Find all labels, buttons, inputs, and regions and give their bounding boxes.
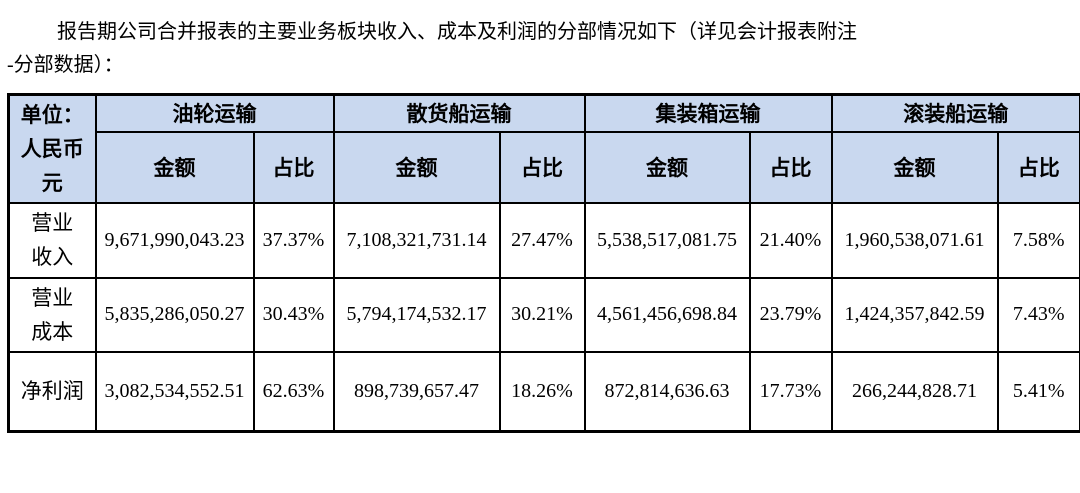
- revenue-container-ratio-cell: 21.40%: [750, 203, 832, 278]
- subheader-container-ratio: 占比: [750, 132, 832, 203]
- subheader-bulk-amount: 金额: [334, 132, 500, 203]
- group-header-roro: 滚装船运输: [832, 95, 1080, 132]
- subheader-roro-ratio: 占比: [998, 132, 1080, 203]
- group-header-oil-tanker: 油轮运输: [96, 95, 334, 132]
- netprofit-oil-ratio-cell: 62.63%: [254, 352, 334, 432]
- netprofit-bulk-amount-cell: 898,739,657.47: [334, 352, 500, 432]
- netprofit-roro-ratio-cell: 5.41%: [998, 352, 1080, 432]
- cost-container-amount-cell: 4,561,456,698.84: [585, 278, 750, 352]
- table-header-group-row: 单位： 人民币 元 油轮运输 散货船运输 集装箱运输 滚装船运输: [9, 95, 1080, 132]
- revenue-roro-ratio-cell: 7.58%: [998, 203, 1080, 278]
- netprofit-bulk-ratio-cell: 18.26%: [500, 352, 585, 432]
- cost-roro-ratio-cell: 7.43%: [998, 278, 1080, 352]
- revenue-oil-ratio-cell: 37.37%: [254, 203, 334, 278]
- revenue-oil-amount-cell: 9,671,990,043.23: [96, 203, 254, 278]
- revenue-bulk-ratio-cell: 27.47%: [500, 203, 585, 278]
- cost-bulk-ratio-cell: 30.21%: [500, 278, 585, 352]
- subheader-bulk-ratio: 占比: [500, 132, 585, 203]
- netprofit-container-amount-cell: 872,814,636.63: [585, 352, 750, 432]
- revenue-container-amount-cell: 5,538,517,081.75: [585, 203, 750, 278]
- segment-table: 单位： 人民币 元 油轮运输 散货船运输 集装箱运输 滚装船运输 金额 占比 金…: [7, 93, 1080, 433]
- cost-roro-amount-cell: 1,424,357,842.59: [832, 278, 998, 352]
- subheader-roro-amount: 金额: [832, 132, 998, 203]
- group-header-bulk-carrier: 散货船运输: [334, 95, 585, 132]
- netprofit-container-ratio-cell: 17.73%: [750, 352, 832, 432]
- intro-line-2: -分部数据）：: [7, 49, 1072, 82]
- cost-oil-ratio-cell: 30.43%: [254, 278, 334, 352]
- revenue-roro-amount-cell: 1,960,538,071.61: [832, 203, 998, 278]
- table-row-revenue: 营业 收入 9,671,990,043.23 37.37% 7,108,321,…: [9, 203, 1080, 278]
- subheader-oil-ratio: 占比: [254, 132, 334, 203]
- intro-line-1: 报告期公司合并报表的主要业务板块收入、成本及利润的分部情况如下（详见会计报表附注: [7, 16, 1072, 49]
- netprofit-roro-amount-cell: 266,244,828.71: [832, 352, 998, 432]
- subheader-oil-amount: 金额: [96, 132, 254, 203]
- revenue-bulk-amount-cell: 7,108,321,731.14: [334, 203, 500, 278]
- table-row-net-profit: 净利润 3,082,534,552.51 62.63% 898,739,657.…: [9, 352, 1080, 432]
- group-header-container: 集装箱运输: [585, 95, 832, 132]
- cost-container-ratio-cell: 23.79%: [750, 278, 832, 352]
- table-header-sub-row: 金额 占比 金额 占比 金额 占比 金额 占比: [9, 132, 1080, 203]
- row-label-revenue: 营业 收入: [9, 203, 96, 278]
- row-label-cost: 营业 成本: [9, 278, 96, 352]
- unit-header-cell: 单位： 人民币 元: [9, 95, 96, 203]
- cost-bulk-amount-cell: 5,794,174,532.17: [334, 278, 500, 352]
- row-label-net-profit: 净利润: [9, 352, 96, 432]
- intro-paragraph: 报告期公司合并报表的主要业务板块收入、成本及利润的分部情况如下（详见会计报表附注…: [7, 16, 1072, 82]
- netprofit-oil-amount-cell: 3,082,534,552.51: [96, 352, 254, 432]
- table-row-cost: 营业 成本 5,835,286,050.27 30.43% 5,794,174,…: [9, 278, 1080, 352]
- subheader-container-amount: 金额: [585, 132, 750, 203]
- cost-oil-amount-cell: 5,835,286,050.27: [96, 278, 254, 352]
